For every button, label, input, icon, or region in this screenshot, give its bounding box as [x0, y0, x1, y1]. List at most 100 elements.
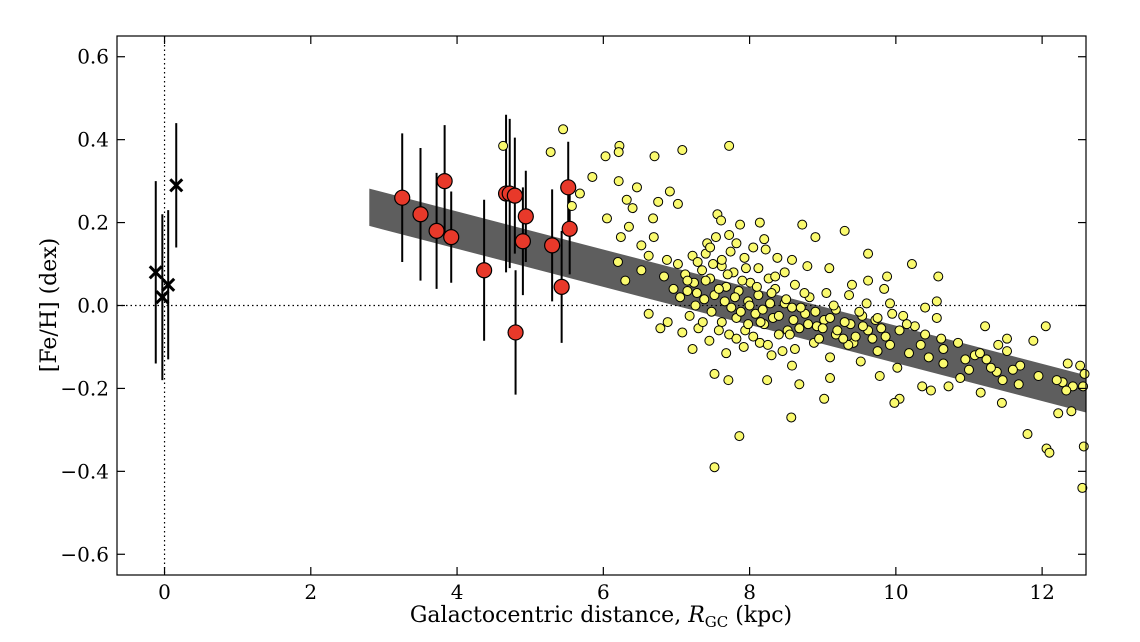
yellow-point [825, 312, 836, 323]
yellow-point [824, 263, 835, 274]
yellow-point [740, 263, 751, 274]
yellow-point [724, 230, 735, 241]
yellow-point [1075, 360, 1086, 371]
cross-point [148, 265, 163, 280]
cross-points-layer [148, 178, 184, 305]
yellow-point [719, 296, 730, 307]
yellow-point [981, 354, 992, 365]
yellow-point [799, 288, 810, 299]
yellow-point [832, 325, 843, 336]
yellow-point [773, 310, 784, 321]
yellow-point [643, 308, 654, 319]
yellow-point [704, 335, 715, 346]
yellow-point [876, 323, 887, 334]
yellow-point [925, 385, 936, 396]
yellow-point [906, 259, 917, 270]
y-axis-title: [Fe/H] (dex) [37, 238, 62, 373]
yellow-point [692, 256, 703, 267]
yellow-point [825, 352, 836, 363]
yellow-point [980, 321, 991, 332]
yellow-point [894, 325, 905, 336]
yellow-point [936, 333, 947, 344]
red-point [476, 262, 493, 279]
yellow-point [1062, 358, 1073, 369]
yellow-point [735, 306, 746, 317]
cross-stroke [161, 277, 176, 292]
yellow-point [817, 323, 828, 334]
yellow-point [825, 373, 836, 384]
cross-point [169, 178, 184, 193]
yellow-point [744, 300, 755, 311]
yellow-point [953, 337, 964, 348]
cross-point [155, 290, 170, 305]
yellow-point [855, 356, 866, 367]
yellow-point [748, 242, 759, 253]
yellow-point [975, 387, 986, 398]
yellow-point [706, 306, 717, 317]
yellow-point [662, 317, 673, 328]
red-point [436, 173, 453, 190]
yellow-point [850, 331, 861, 342]
y-tick-label: 0.0 [77, 294, 109, 318]
red-point [561, 220, 578, 237]
yellow-point [819, 393, 830, 404]
yellow-point [1077, 482, 1088, 493]
yellow-point [993, 339, 1004, 350]
cross-stroke [148, 265, 163, 280]
yellow-point [997, 375, 1008, 386]
yellow-point [787, 360, 798, 371]
yellow-point [839, 317, 850, 328]
yellow-point [854, 306, 865, 317]
yellow-point [653, 196, 664, 207]
yellow-point [723, 375, 734, 386]
yellow-point [566, 200, 577, 211]
yellow-point [814, 333, 825, 344]
yellow-point [882, 271, 893, 282]
yellow-point [923, 352, 934, 363]
yellow-point [699, 294, 710, 305]
yellow-point [772, 252, 783, 263]
red-point [394, 189, 411, 206]
yellow-point [734, 431, 745, 442]
yellow-point [821, 288, 832, 299]
yellow-point [755, 317, 766, 328]
yellow-point [885, 298, 896, 309]
yellow-point [779, 267, 790, 278]
yellow-point [724, 329, 735, 340]
yellow-point [1007, 364, 1018, 375]
yellow-point [721, 348, 732, 359]
yellow-point [938, 344, 949, 355]
yellow-point [601, 213, 612, 224]
yellow-point [867, 333, 878, 344]
red-point [506, 187, 523, 204]
yellow-point [773, 329, 784, 340]
yellow-point [558, 124, 569, 135]
yellow-point [839, 225, 850, 236]
yellow-point [682, 285, 693, 296]
yellow-point [857, 321, 868, 332]
yellow-point [684, 310, 695, 321]
yellow-point [920, 302, 931, 313]
yellow-point [750, 308, 761, 319]
yellow-point [789, 279, 800, 290]
yellow-point [788, 315, 799, 326]
yellow-point [691, 288, 702, 299]
yellow-point [943, 381, 954, 392]
yellow-point [1061, 385, 1072, 396]
reference-lines-layer [117, 36, 1086, 575]
yellow-point [574, 188, 585, 199]
yellow-point [724, 140, 735, 151]
yellow-point [1028, 335, 1039, 346]
yellow-point [697, 317, 708, 328]
yellow-point [713, 325, 724, 336]
yellow-point [844, 290, 855, 301]
red-point [514, 233, 531, 250]
yellow-point [636, 240, 647, 251]
yellow-point [697, 265, 708, 276]
yellow-point [677, 327, 688, 338]
yellow-point [887, 308, 898, 319]
tick-labels-layer: 0 2 4 6 8 10 12 −0.6 −0.4 −0.2 0.0 0.2 0.4 0.6 [60, 45, 1054, 604]
yellow-point [996, 397, 1007, 408]
yellow-point [795, 302, 806, 313]
